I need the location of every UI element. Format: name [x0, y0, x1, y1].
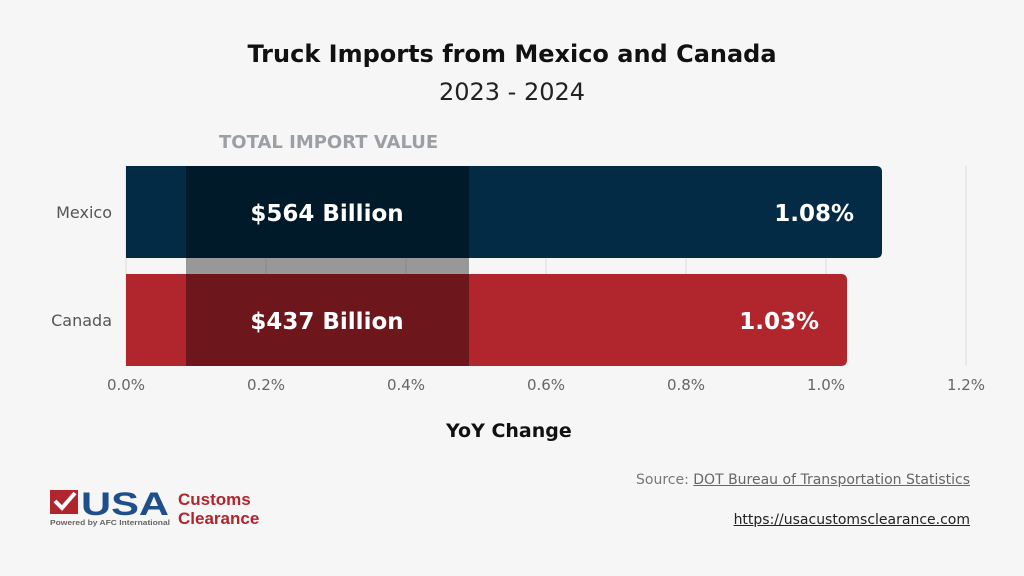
y-category-label: Canada: [51, 311, 112, 330]
website-link[interactable]: https://usacustomsclearance.com: [733, 512, 970, 528]
logo: USA Customs Clearance Powered by AFC Int…: [50, 488, 300, 530]
x-tick-label: 0.8%: [667, 376, 705, 394]
bar-mexico: [126, 166, 882, 258]
chart-title: Truck Imports from Mexico and Canada: [247, 40, 777, 68]
svg-text:Customs: Customs: [178, 490, 251, 509]
data-label: 1.03%: [739, 309, 819, 335]
source-note: Source: DOT Bureau of Transportation Sta…: [636, 472, 970, 488]
x-tick-label: 1.2%: [947, 376, 985, 394]
total-import-overlay: [186, 166, 469, 366]
svg-text:USA: USA: [81, 488, 169, 522]
logo-graphic: USA Customs Clearance Powered by AFC Int…: [50, 488, 259, 528]
x-tick-label: 0.2%: [247, 376, 285, 394]
svg-text:Clearance: Clearance: [178, 509, 259, 528]
chart-subtitle: 2023 - 2024: [438, 78, 586, 106]
x-tick-label: 0.4%: [387, 376, 425, 394]
y-category-label: Mexico: [56, 203, 112, 222]
data-label: 1.08%: [774, 201, 854, 227]
bar-canada: [126, 274, 847, 366]
x-tick-label: 1.0%: [807, 376, 845, 394]
x-tick-label: 0.0%: [107, 376, 145, 394]
x-axis-label: YoY Change: [446, 420, 572, 442]
overlay-header: TOTAL IMPORT VALUE: [219, 132, 439, 153]
import-value-label: $564 Billion: [250, 201, 403, 227]
source-link[interactable]: DOT Bureau of Transportation Statistics: [693, 472, 970, 488]
x-tick-label: 0.6%: [527, 376, 565, 394]
import-value-label: $437 Billion: [250, 309, 403, 335]
source-label: Source:: [636, 472, 689, 488]
svg-text:Powered by AFC International: Powered by AFC International: [50, 518, 170, 527]
